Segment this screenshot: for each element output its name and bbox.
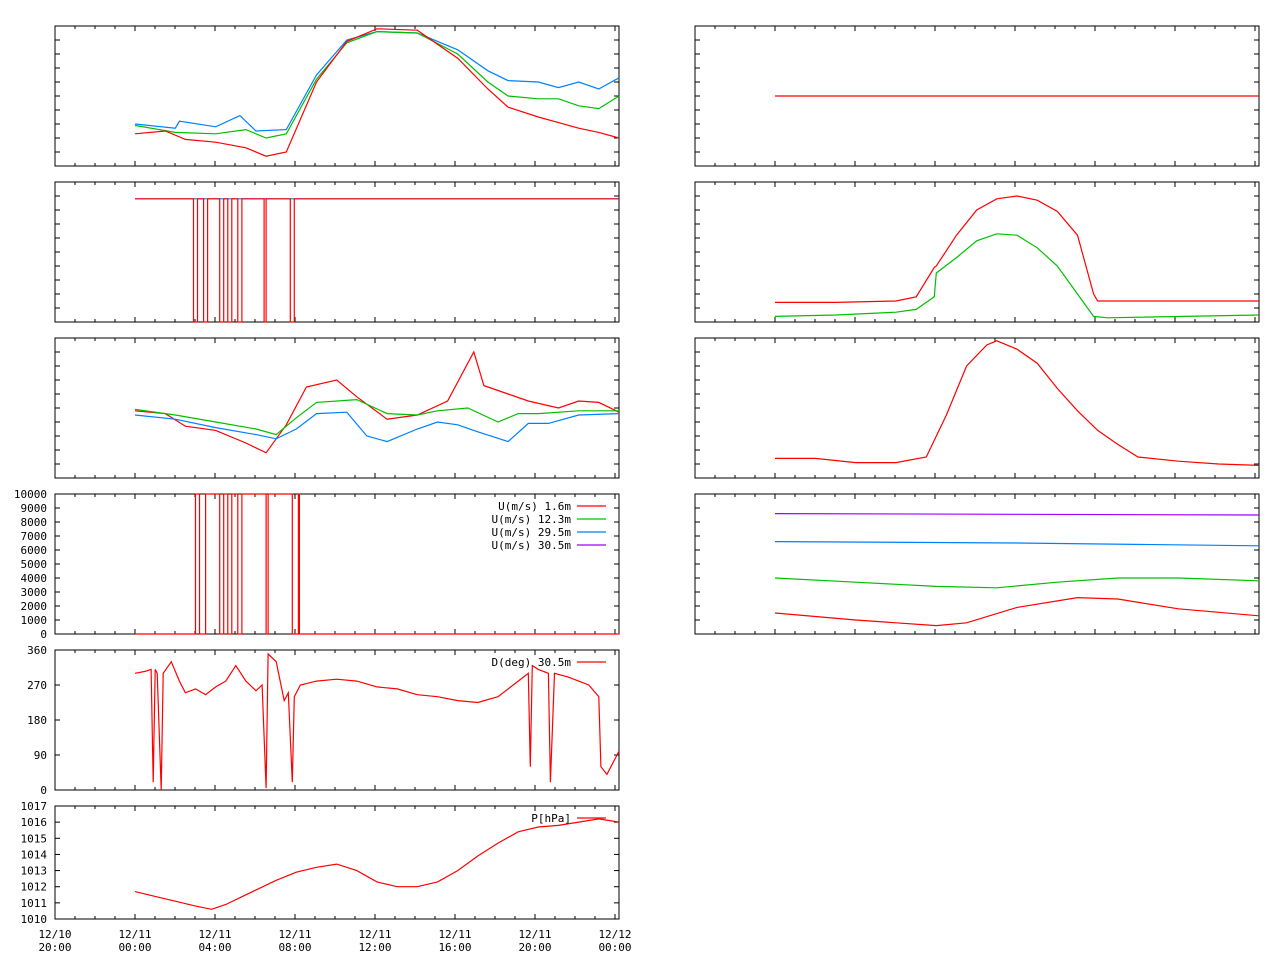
legend-label: U(m/s) 12.3m (492, 513, 572, 526)
y-tick-label: 5000 (21, 558, 48, 571)
x-tick-date: 12/10 (38, 928, 71, 941)
x-tick-time: 20:00 (518, 941, 551, 954)
y-tick-label: 360 (27, 644, 47, 657)
solar-curve-frame (694, 337, 1260, 479)
x-tick-date: 12/11 (198, 928, 231, 941)
x-tick-time: 04:00 (198, 941, 231, 954)
y-tick-label: 3000 (21, 586, 48, 599)
wind-fluctuation-series-blue (134, 411, 620, 443)
radiation-series-green (774, 233, 1260, 319)
wind-speed-panel: 1000090008000700060005000400030002000100… (14, 488, 620, 641)
x-tick-time: 00:00 (598, 941, 631, 954)
right-flat-red-panel (694, 25, 1260, 167)
ultrasonic-status-panel (54, 181, 620, 323)
pressure-frame (54, 805, 620, 920)
y-tick-label: 6000 (21, 544, 48, 557)
wind-speed-series-red (135, 493, 619, 635)
y-tick-label: 1017 (21, 800, 48, 813)
soil-temperature-series-purple (774, 513, 1260, 516)
y-tick-label: 90 (34, 749, 47, 762)
y-tick-label: 9000 (21, 502, 48, 515)
solar-curve-panel (694, 337, 1260, 479)
x-tick-time: 00:00 (118, 941, 151, 954)
y-tick-label: 1000 (21, 614, 48, 627)
y-tick-label: 1011 (21, 897, 48, 910)
temperature-profile-series-red (134, 28, 620, 157)
soil-temperature-series-red (774, 596, 1260, 627)
legend-label: P[hPa] (531, 812, 571, 825)
x-tick-time: 08:00 (278, 941, 311, 954)
temperature-profile-panel (54, 25, 620, 167)
y-tick-label: 270 (27, 679, 47, 692)
wind-fluctuation-series-red (134, 350, 620, 454)
y-tick-label: 1010 (21, 913, 48, 926)
soil-temperature-series-blue (774, 541, 1260, 547)
legend-label: U(m/s) 30.5m (492, 539, 572, 552)
radiation-panel (694, 181, 1260, 323)
x-tick-date: 12/11 (118, 928, 151, 941)
wind-direction-panel: 360 270 180 90 0 D(deg) 30.5m (27, 644, 620, 797)
temperature-profile-frame (54, 25, 620, 167)
x-tick-date: 12/11 (278, 928, 311, 941)
x-tick-time: 16:00 (438, 941, 471, 954)
y-tick-label: 0 (40, 784, 47, 797)
ultrasonic-status-series-red (135, 198, 619, 323)
wind-direction-frame (54, 649, 620, 791)
wind-fluctuation-series-green (134, 398, 619, 436)
y-tick-label: 2000 (21, 600, 48, 613)
pressure-panel: 1017 1016 1015 1014 1013 1012 1011 1010 P[hPa] (21, 800, 620, 926)
legend-label: U(m/s) 1.6m (498, 500, 571, 513)
y-tick-label: 7000 (21, 530, 48, 543)
temperature-profile-series-green (134, 30, 620, 139)
x-tick-time: 12:00 (358, 941, 391, 954)
y-tick-label: 0 (40, 628, 47, 641)
x-tick-date: 12/12 (598, 928, 631, 941)
x-tick-date: 12/11 (358, 928, 391, 941)
temperature-profile-series-blue (134, 30, 620, 132)
y-tick-label: 1015 (21, 832, 48, 845)
y-tick-label: 1012 (21, 881, 48, 894)
y-tick-label: 10000 (14, 488, 47, 501)
wind-fluctuation-panel (54, 337, 620, 479)
legend-label: D(deg) 30.5m (492, 656, 572, 669)
soil-temperature-panel (694, 493, 1260, 635)
legend-label: U(m/s) 29.5m (492, 526, 572, 539)
y-tick-label: 1014 (21, 848, 48, 861)
y-tick-label: 4000 (21, 572, 48, 585)
ultrasonic-status-frame (54, 181, 620, 323)
y-tick-label: 1016 (21, 816, 48, 829)
soil-temperature-series-green (774, 577, 1260, 589)
y-tick-label: 8000 (21, 516, 48, 529)
pressure-series-red (134, 818, 620, 910)
radiation-series-red (775, 195, 1259, 303)
x-tick-time: 20:00 (38, 941, 71, 954)
y-tick-label: 180 (27, 714, 47, 727)
solar-curve-series-red (775, 340, 1260, 466)
y-tick-label: 1013 (21, 865, 48, 878)
wind-direction-series-red (134, 652, 620, 791)
x-tick-date: 12/11 (438, 928, 471, 941)
wind-fluctuation-frame (54, 337, 620, 479)
x-tick-date: 12/11 (518, 928, 551, 941)
